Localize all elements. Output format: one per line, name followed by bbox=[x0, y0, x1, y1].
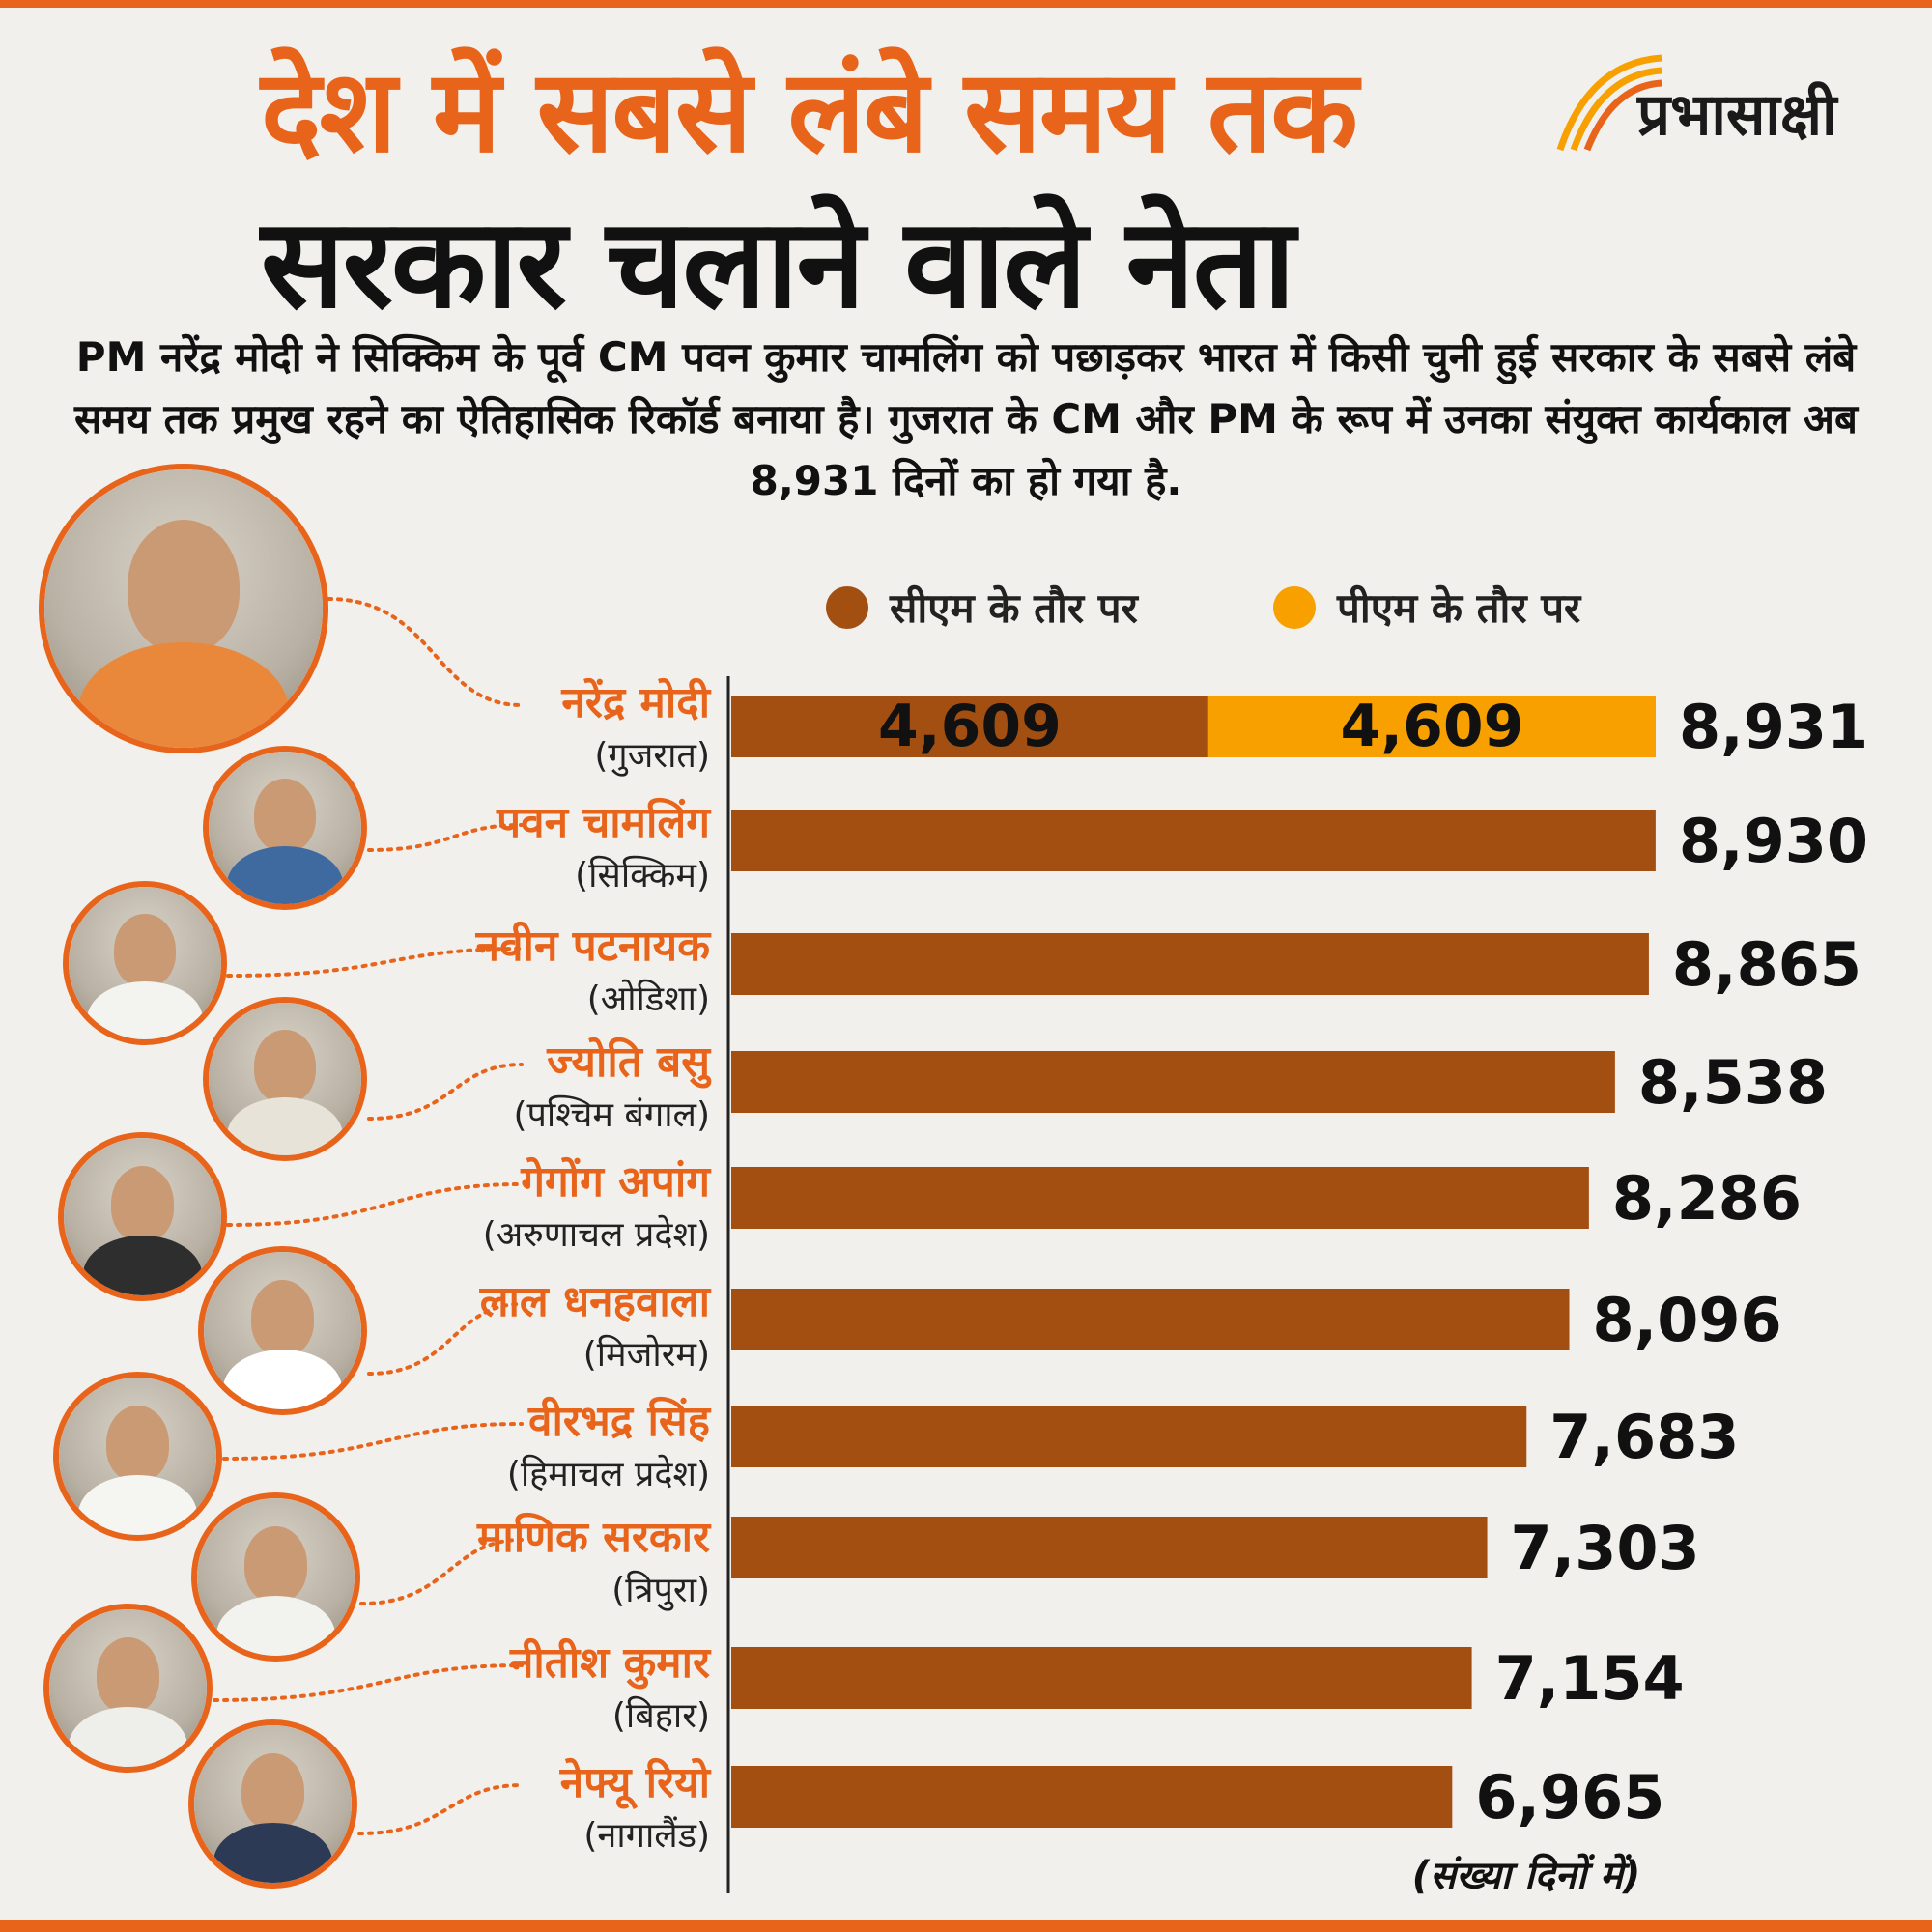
top-accent-rule bbox=[0, 0, 1932, 8]
leader-name: वीरभद्र सिंह bbox=[527, 1396, 712, 1446]
leader-state: (पश्चिम बंगाल) bbox=[513, 1094, 710, 1135]
leader-connector bbox=[226, 1182, 524, 1227]
bar-total-label: 8,286 bbox=[1612, 1163, 1802, 1234]
leader-name: नवीन पटनायक bbox=[475, 921, 713, 971]
leader-name: गेगोंग अपांग bbox=[520, 1156, 712, 1207]
leader-connector bbox=[359, 1538, 524, 1605]
leader-connector bbox=[226, 947, 524, 978]
leader-photo bbox=[63, 881, 227, 1045]
leader-state: (मिजोरम) bbox=[583, 1334, 710, 1375]
leader-photo bbox=[43, 1604, 213, 1773]
title-line-2: सरकार चलाने वाले नेता bbox=[261, 192, 1295, 336]
bottom-accent-rule bbox=[0, 1920, 1932, 1932]
bar-segment-label-pm: 4,609 bbox=[1341, 693, 1524, 760]
leader-photo bbox=[198, 1246, 367, 1415]
leader-connector bbox=[213, 1663, 524, 1702]
legend-label-cm: सीएम के तौर पर bbox=[890, 584, 1138, 632]
bar-total-label: 6,965 bbox=[1475, 1762, 1664, 1833]
leader-state: (हिमाचल प्रदेश) bbox=[507, 1454, 710, 1494]
logo-text: प्रभासाक्षी bbox=[1637, 81, 1837, 149]
leader-name: नीतीश कुमार bbox=[509, 1637, 712, 1690]
legend-swatch-pm bbox=[1273, 585, 1316, 629]
leader-photo bbox=[203, 997, 367, 1161]
bar-cm bbox=[731, 1406, 1527, 1467]
bar-segment-label-cm: 4,609 bbox=[878, 693, 1062, 760]
leader-state: (नागालैंड) bbox=[583, 1815, 710, 1856]
bar-cm bbox=[731, 1647, 1472, 1709]
bar-cm bbox=[731, 696, 1208, 757]
leader-state: (ओडिशा) bbox=[587, 979, 710, 1019]
leader-name: ज्योति बसु bbox=[546, 1037, 712, 1089]
bar-cm bbox=[731, 1051, 1615, 1113]
bar-cm bbox=[731, 1167, 1589, 1229]
title-line-1: देश में सबसे लंबे समय तक bbox=[261, 44, 1358, 178]
leader-photo bbox=[203, 746, 367, 910]
bar-total-label: 8,538 bbox=[1638, 1047, 1828, 1118]
leader-name: नरेंद्र मोदी bbox=[560, 677, 711, 727]
bar-cm bbox=[731, 1517, 1488, 1578]
bar-total-label: 8,931 bbox=[1679, 692, 1868, 762]
leader-photo bbox=[53, 1372, 222, 1541]
bar-total-label: 8,865 bbox=[1672, 929, 1861, 1000]
leader-state: (बिहार) bbox=[612, 1695, 710, 1736]
leader-state: (गुजरात) bbox=[594, 736, 710, 777]
bar-total-label: 7,154 bbox=[1495, 1643, 1685, 1714]
brand-logo: प्रभासाक्षी bbox=[1550, 43, 1908, 159]
bar-pm bbox=[1208, 696, 1656, 757]
bar-cm bbox=[731, 810, 1656, 871]
leader-photo bbox=[58, 1132, 227, 1301]
leader-name: माणिक सरकार bbox=[476, 1512, 712, 1562]
logo-swoosh-icon bbox=[1556, 54, 1662, 152]
legend-item-cm: सीएम के तौर पर bbox=[826, 580, 1138, 635]
bar-cm bbox=[731, 1289, 1570, 1350]
leader-state: (सिक्किम) bbox=[575, 855, 710, 895]
leader-connector bbox=[327, 597, 524, 707]
leader-name: पवन चामलिंग bbox=[496, 797, 712, 847]
legend-item-pm: पीएम के तौर पर bbox=[1273, 580, 1580, 635]
leader-photo bbox=[191, 1492, 360, 1662]
leader-connector bbox=[367, 823, 524, 852]
leader-state: (अरुणाचल प्रदेश) bbox=[483, 1214, 710, 1255]
bar-total-label: 7,303 bbox=[1511, 1513, 1700, 1583]
leader-connector bbox=[367, 1063, 524, 1121]
bar-cm bbox=[731, 933, 1649, 995]
leader-connector bbox=[357, 1783, 524, 1835]
bar-total-label: 8,930 bbox=[1679, 806, 1868, 876]
leader-connector bbox=[222, 1422, 524, 1461]
leader-connector bbox=[367, 1302, 524, 1376]
legend-swatch-cm bbox=[826, 585, 868, 629]
unit-note: (संख्या दिनों में) bbox=[1412, 1853, 1641, 1898]
bar-total-label: 7,683 bbox=[1549, 1402, 1739, 1472]
bar-total-label: 8,096 bbox=[1593, 1285, 1782, 1355]
legend-label-pm: पीएम के तौर पर bbox=[1337, 584, 1581, 632]
subtitle-paragraph: PM नरेंद्र मोदी ने सिक्किम के पूर्व CM प… bbox=[74, 333, 1858, 504]
leader-state: (त्रिपुरा) bbox=[611, 1570, 710, 1611]
leader-photo bbox=[39, 464, 328, 753]
leader-photo bbox=[188, 1719, 357, 1889]
leader-name: नेफ्यू रियो bbox=[559, 1757, 712, 1810]
leader-name: लाल धनहवाला bbox=[479, 1277, 712, 1326]
bar-cm bbox=[731, 1766, 1453, 1828]
